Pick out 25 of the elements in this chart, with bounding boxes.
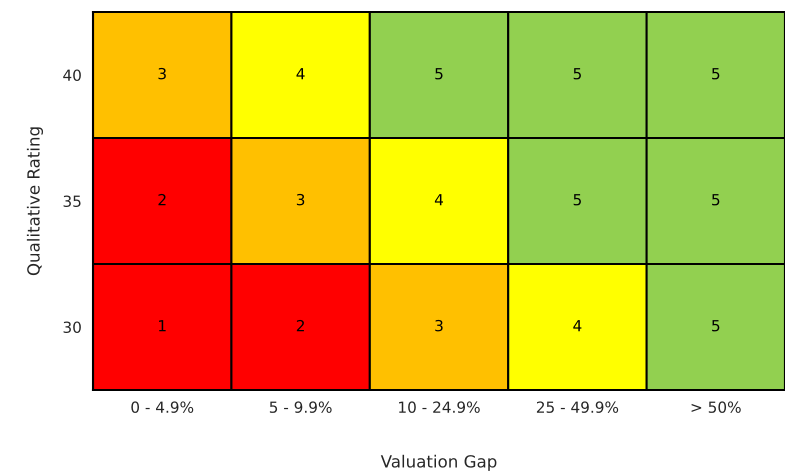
x-tick-label: 25 - 49.9% [536,401,618,413]
x-tick-label: 10 - 24.9% [399,401,480,413]
x-tick-label: 5 - 9.9% [270,401,332,413]
x-tick-label: > 50% [692,401,741,413]
data-label: 4 [434,194,444,206]
x-tick-label: 0 - 4.9% [131,401,194,413]
x-axis-title: Valuation Gap [380,454,496,471]
y-tick-label: 30 [64,321,81,334]
data-label: 5 [435,68,443,80]
data-label: 4 [573,320,582,332]
data-label: 1 [159,320,166,332]
data-label: 5 [712,194,720,206]
data-label: 5 [712,68,720,80]
data-label: 3 [435,320,443,332]
data-label: 5 [574,194,581,206]
data-label: 3 [296,194,304,206]
data-label: 3 [158,68,166,80]
y-tick-label: 40 [63,69,81,82]
data-label: 5 [712,320,720,332]
data-label: 4 [296,68,305,80]
y-tick-label: 35 [64,195,81,208]
data-label: 2 [296,320,304,332]
data-label: 2 [158,194,166,206]
y-axis-title: Qualitative Rating [26,127,44,276]
data-label: 5 [574,68,581,80]
